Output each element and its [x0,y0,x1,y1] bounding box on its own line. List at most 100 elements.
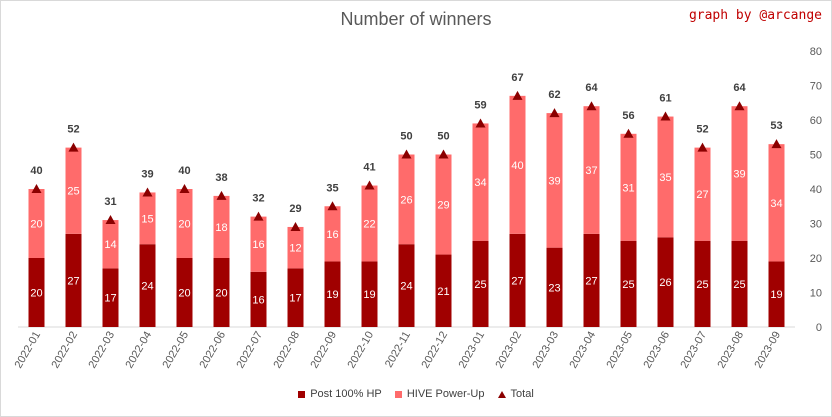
data-label-hive-powerup: 12 [289,243,301,255]
y-tick-label: 80 [810,46,822,58]
data-label-total: 40 [178,165,190,177]
data-label-hive-powerup: 39 [733,168,745,180]
data-label-hive-powerup: 16 [252,239,264,251]
bar-post-hp [213,258,230,327]
y-tick-label: 30 [810,219,822,231]
data-label-post-hp: 24 [400,281,412,293]
bar-post-hp [583,233,600,327]
data-label-total: 50 [400,131,412,143]
total-marker [549,108,560,118]
bar-post-hp [509,233,526,327]
bar-hive-powerup [361,185,378,262]
data-label-post-hp: 27 [67,275,79,287]
bar-post-hp [324,261,341,327]
data-label-post-hp: 19 [326,289,338,301]
bar-hive-powerup [176,189,193,258]
total-marker [290,221,301,231]
x-tick-label: 2022-09 [309,330,340,371]
data-label-total: 50 [437,131,449,143]
legend-swatch-post [298,390,306,398]
total-marker [216,190,227,200]
total-marker [771,139,782,149]
data-label-post-hp: 16 [252,294,264,306]
total-marker [697,142,708,152]
data-label-hive-powerup: 35 [659,172,671,184]
y-tick-label: 20 [810,253,822,265]
data-label-hive-powerup: 31 [622,182,634,194]
total-marker [734,101,745,111]
legend-marker-total [497,390,506,398]
total-marker [31,184,42,193]
legend-item-powerup: HIVE Power-Up [394,388,484,400]
x-tick-label: 2023-07 [679,330,710,371]
bar-post-hp [139,244,156,327]
data-label-post-hp: 25 [733,279,745,291]
x-tick-label: 2022-12 [420,330,451,371]
total-marker [105,215,116,225]
bar-post-hp [694,240,711,327]
x-tick-label: 2022-06 [198,330,229,371]
data-label-post-hp: 20 [178,288,190,300]
bar-post-hp [768,261,785,327]
bar-post-hp [28,258,45,327]
data-label-hive-powerup: 18 [215,222,227,234]
data-label-total: 31 [104,196,116,208]
bar-post-hp [250,271,267,327]
total-marker [68,142,79,152]
data-label-post-hp: 20 [215,288,227,300]
bar-hive-powerup [657,116,674,238]
legend: Post 100% HP HIVE Power-Up Total [0,388,832,401]
total-marker [475,118,486,128]
legend-item-total: Total [497,388,534,400]
bar-post-hp [731,240,748,327]
bar-hive-powerup [213,195,230,258]
x-tick-label: 2023-06 [642,330,673,371]
data-label-post-hp: 25 [622,279,634,291]
y-tick-label: 60 [810,115,822,127]
legend-item-post: Post 100% HP [298,388,382,400]
data-label-hive-powerup: 29 [437,200,449,212]
bar-hive-powerup [731,106,748,241]
bar-post-hp [657,237,674,327]
bar-hive-powerup [102,220,119,269]
bar-hive-powerup [139,192,156,245]
total-marker [512,90,523,100]
legend-label-total: Total [510,388,534,400]
total-marker [623,128,634,138]
data-label-post-hp: 25 [474,279,486,291]
x-tick-label: 2022-10 [346,330,377,371]
total-marker [179,184,190,193]
x-tick-label: 2022-04 [124,330,155,371]
data-label-hive-powerup: 39 [548,175,560,187]
data-label-total: 67 [511,72,523,84]
bar-post-hp [398,244,415,327]
data-label-post-hp: 24 [141,281,153,293]
data-label-total: 38 [215,172,227,184]
data-label-hive-powerup: 34 [770,198,782,210]
total-marker [142,187,153,197]
data-label-total: 56 [622,110,634,122]
data-label-post-hp: 23 [548,282,560,294]
x-tick-label: 2022-07 [235,330,266,371]
bar-hive-powerup [509,95,526,234]
x-tick-label: 2022-02 [50,330,81,371]
data-label-total: 62 [548,89,560,101]
data-label-hive-powerup: 37 [585,165,597,177]
credit-label: graph by @arcange [688,8,822,23]
total-marker [327,201,338,211]
data-label-post-hp: 25 [696,279,708,291]
data-label-hive-powerup: 16 [326,229,338,241]
x-tick-label: 2023-08 [716,330,747,371]
data-label-total: 64 [733,82,746,94]
bar-hive-powerup [435,154,452,255]
data-label-total: 52 [696,124,708,136]
bar-hive-powerup [546,113,563,248]
bar-post-hp [435,254,452,327]
bar-hive-powerup [583,106,600,234]
bar-hive-powerup [324,206,341,262]
x-tick-label: 2023-09 [753,330,784,371]
bar-hive-powerup [28,189,45,258]
bar-post-hp [176,258,193,327]
bar-post-hp [65,233,82,327]
data-label-hive-powerup: 34 [474,177,486,189]
